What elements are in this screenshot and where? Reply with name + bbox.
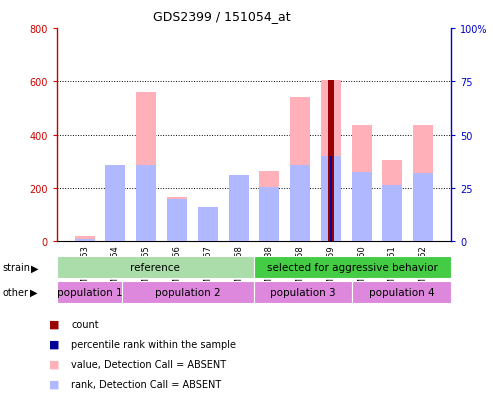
Bar xyxy=(74,239,95,242)
Bar xyxy=(228,176,248,242)
Text: ■: ■ xyxy=(49,339,60,349)
Text: strain: strain xyxy=(2,263,31,273)
Text: ■: ■ xyxy=(49,319,60,329)
Text: population 3: population 3 xyxy=(270,287,336,297)
Text: selected for aggressive behavior: selected for aggressive behavior xyxy=(267,262,438,273)
Text: ■: ■ xyxy=(49,379,60,389)
Bar xyxy=(136,93,156,242)
Bar xyxy=(254,256,451,279)
Text: percentile rank within the sample: percentile rank within the sample xyxy=(71,339,237,349)
Text: other: other xyxy=(2,287,29,297)
Text: value, Detection Call = ABSENT: value, Detection Call = ABSENT xyxy=(71,359,227,369)
Text: count: count xyxy=(71,319,99,329)
Bar xyxy=(352,173,372,242)
Bar xyxy=(106,166,125,242)
Bar xyxy=(122,281,254,304)
Bar xyxy=(106,179,125,242)
Bar xyxy=(413,174,433,242)
Bar xyxy=(290,166,310,242)
Bar xyxy=(328,81,334,242)
Bar xyxy=(74,236,95,242)
Bar xyxy=(259,187,280,242)
Text: population 2: population 2 xyxy=(155,287,221,297)
Bar xyxy=(321,157,341,242)
Bar xyxy=(352,126,372,242)
Bar xyxy=(228,176,248,242)
Bar xyxy=(167,198,187,242)
Text: reference: reference xyxy=(130,262,180,273)
Bar xyxy=(330,157,332,242)
Text: GDS2399 / 151054_at: GDS2399 / 151054_at xyxy=(153,10,291,23)
Bar xyxy=(413,126,433,242)
Text: population 4: population 4 xyxy=(369,287,435,297)
Text: population 1: population 1 xyxy=(57,287,122,297)
Bar xyxy=(383,186,402,242)
Bar xyxy=(198,210,218,242)
Text: rank, Detection Call = ABSENT: rank, Detection Call = ABSENT xyxy=(71,379,222,389)
Bar xyxy=(383,161,402,242)
Bar xyxy=(321,81,341,242)
Bar xyxy=(136,166,156,242)
Bar xyxy=(57,256,254,279)
Text: ▶: ▶ xyxy=(30,287,37,297)
Text: ■: ■ xyxy=(49,359,60,369)
Bar xyxy=(290,98,310,242)
Bar xyxy=(167,199,187,242)
Bar xyxy=(57,281,122,304)
Bar xyxy=(254,281,352,304)
Bar xyxy=(259,171,280,242)
Bar xyxy=(352,281,451,304)
Text: ▶: ▶ xyxy=(31,263,38,273)
Bar xyxy=(198,207,218,242)
